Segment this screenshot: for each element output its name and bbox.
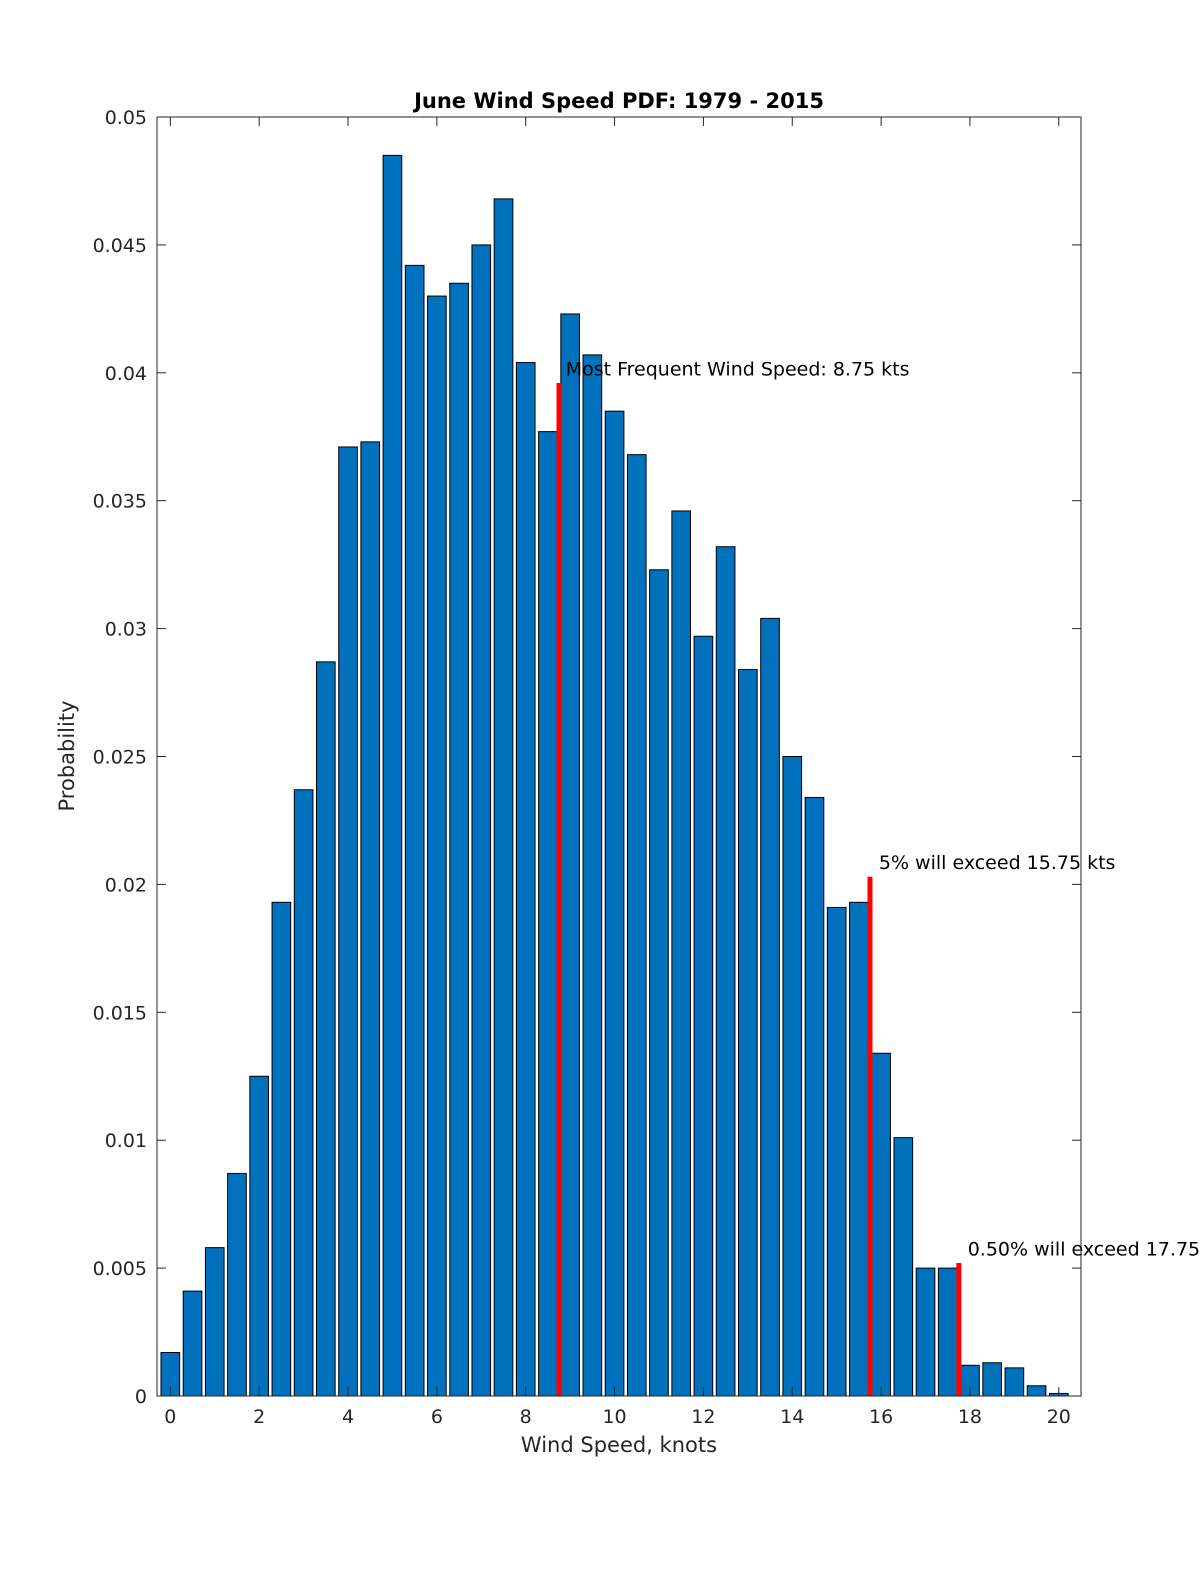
bar <box>404 264 425 1397</box>
bars-layer <box>160 154 1069 1397</box>
bar <box>182 1290 203 1397</box>
bar <box>471 244 492 1397</box>
bar <box>382 154 403 1397</box>
bar <box>360 441 381 1397</box>
bar <box>271 901 292 1397</box>
x-tick-label: 6 <box>431 1406 443 1428</box>
bar <box>649 569 669 1397</box>
bar <box>338 446 358 1397</box>
x-tick-label: 8 <box>520 1406 532 1428</box>
chart-title: June Wind Speed PDF: 1979 - 2015 <box>412 89 824 113</box>
x-tick-label: 18 <box>958 1406 982 1428</box>
bar <box>738 669 758 1397</box>
bar <box>871 1052 891 1397</box>
bar <box>582 354 603 1397</box>
bar <box>849 901 869 1397</box>
x-tick-label: 20 <box>1047 1406 1071 1428</box>
y-tick-label: 0.05 <box>105 107 147 129</box>
y-tick-label: 0.015 <box>93 1002 147 1024</box>
bar <box>538 431 558 1397</box>
markers-layer <box>556 383 962 1396</box>
bar <box>760 617 780 1397</box>
y-tick-label: 0 <box>135 1386 147 1408</box>
ticks-layer: 0 2 4 6 8 10 12 14 16 18 20 0 0.005 0.01 0.015 0.02 0.02… <box>93 107 1081 1428</box>
y-tick-label: 0.025 <box>93 747 147 769</box>
x-tick-label: 0 <box>164 1406 176 1428</box>
bar <box>1004 1367 1025 1397</box>
threshold-marker-label: 0.50% will exceed 17.75 kts <box>968 1238 1200 1260</box>
bar <box>982 1362 1002 1397</box>
y-tick-label: 0.045 <box>93 235 147 257</box>
bar <box>315 661 336 1397</box>
bar <box>560 313 580 1397</box>
bar <box>826 906 847 1397</box>
x-tick-label: 2 <box>253 1406 265 1428</box>
y-tick-label: 0.02 <box>105 874 147 896</box>
annotations-layer: Most Frequent Wind Speed: 8.75 kts 5% wil… <box>566 358 1200 1260</box>
bar <box>693 635 714 1397</box>
x-axis-label: Wind Speed, knots <box>521 1433 717 1457</box>
bar <box>626 454 647 1397</box>
bar <box>804 796 825 1397</box>
bar <box>427 295 447 1397</box>
bar <box>893 1137 914 1397</box>
bar <box>604 410 625 1397</box>
bar <box>782 756 803 1397</box>
bar <box>449 282 469 1397</box>
y-tick-label: 0.03 <box>105 619 147 641</box>
bar <box>493 198 514 1397</box>
bar <box>249 1075 269 1397</box>
threshold-marker-label: Most Frequent Wind Speed: 8.75 kts <box>566 358 910 380</box>
y-tick-label: 0.01 <box>105 1130 147 1152</box>
threshold-marker-label: 5% will exceed 15.75 kts <box>879 852 1116 874</box>
y-tick-label: 0.005 <box>93 1258 147 1280</box>
x-tick-label: 16 <box>869 1406 893 1428</box>
bar <box>293 789 314 1397</box>
bar <box>671 510 692 1397</box>
x-tick-label: 12 <box>691 1406 715 1428</box>
y-tick-label: 0.035 <box>93 491 147 513</box>
x-tick-label: 14 <box>780 1406 804 1428</box>
bar <box>204 1247 225 1397</box>
x-tick-label: 4 <box>342 1406 354 1428</box>
y-axis-label: Probability <box>55 700 79 811</box>
bar <box>715 546 736 1397</box>
y-tick-label: 0.04 <box>105 363 147 385</box>
bar <box>915 1267 936 1397</box>
bar <box>937 1267 958 1397</box>
bar <box>227 1172 247 1397</box>
bar <box>515 362 536 1397</box>
x-tick-label: 10 <box>602 1406 626 1428</box>
bar <box>1026 1385 1047 1397</box>
